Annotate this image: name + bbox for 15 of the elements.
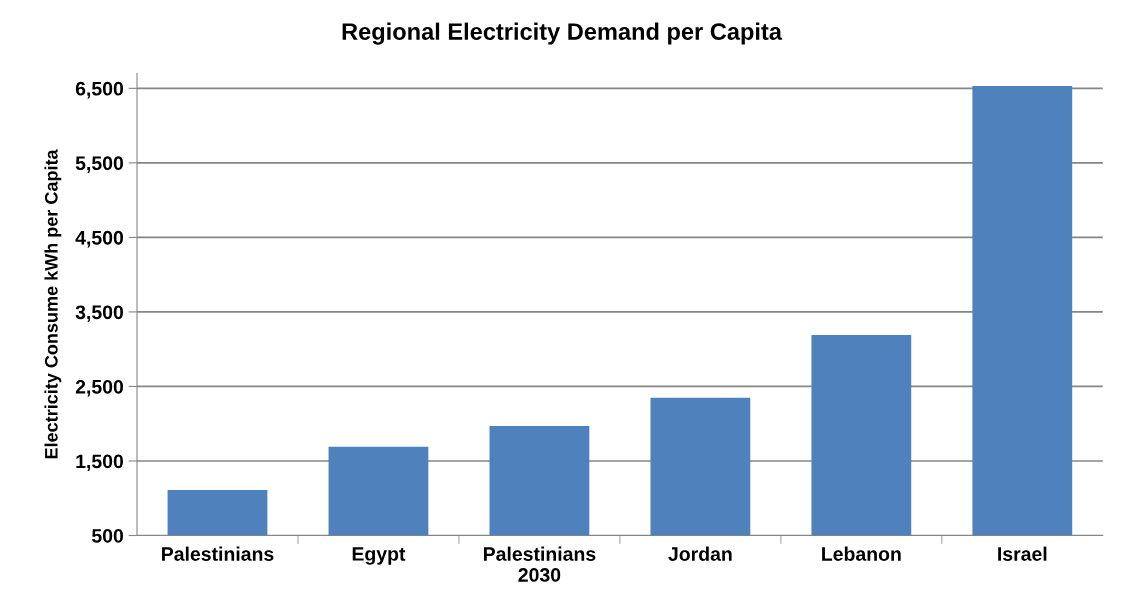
y-tick-label: 6,500	[75, 81, 124, 99]
x-tick-label: Palestinians	[162, 546, 274, 561]
x-tick-label: Jordan	[668, 546, 732, 561]
y-tick-label: 1,500	[76, 454, 124, 472]
x-tick-label: Lebanon	[822, 546, 901, 561]
y-tick-label: 500	[91, 528, 124, 543]
chart-title: Regional Electricity Demand per Capita	[342, 22, 783, 45]
x-tick-label: Israel	[998, 546, 1047, 561]
x-tick-label: Palestinians 2030	[483, 546, 596, 582]
y-axis-title: Electricity Consume kWh per Capita	[44, 149, 62, 459]
y-tick-label: 5,500	[75, 156, 124, 173]
y-tick-label: 2,500	[75, 379, 124, 397]
y-tick-label: 3,500	[75, 305, 124, 322]
y-tick-label: 4,500	[75, 230, 124, 248]
x-tick-label: Egypt	[352, 547, 406, 565]
